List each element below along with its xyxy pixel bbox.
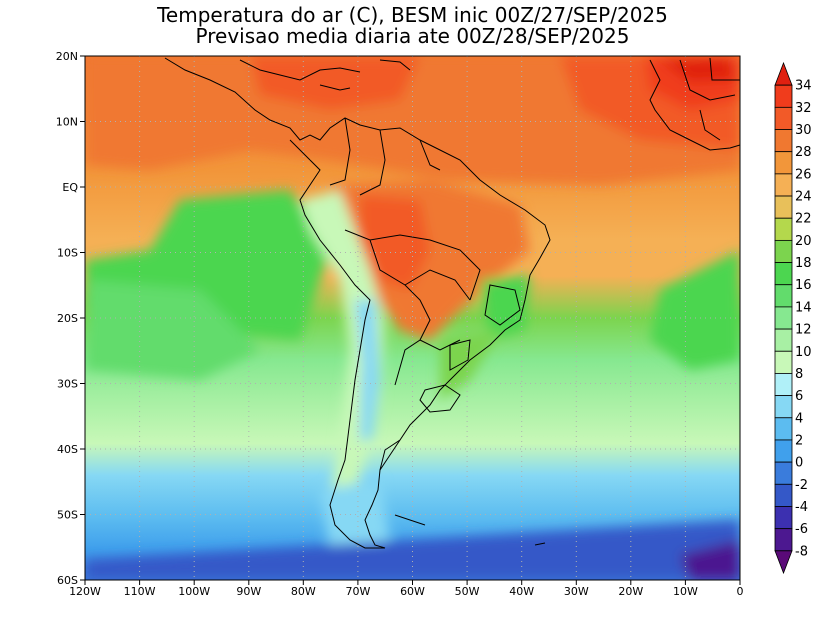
lon-label: 0 (737, 585, 744, 598)
colorbar-label: 20 (795, 234, 812, 249)
colorbar-label: 6 (795, 389, 803, 404)
colorbar-swatch (774, 151, 793, 175)
colorbar-label: 4 (795, 411, 803, 426)
colorbar-swatch (774, 550, 793, 575)
colorbar-swatch (774, 350, 793, 374)
temperature-field (85, 56, 740, 580)
chart-title: Temperatura do ar (C), BESM inic 00Z/27/… (157, 3, 668, 27)
lon-label: 10W (673, 585, 698, 598)
lon-label: 70W (345, 585, 370, 598)
colorbar-label: 24 (795, 190, 812, 205)
colorbar-swatch (774, 461, 793, 485)
lon-label: 100W (178, 585, 210, 598)
lon-label: 20W (618, 585, 643, 598)
colorbar-label: 2 (795, 433, 803, 448)
colorbar-swatch (774, 395, 793, 419)
colorbar-label: 34 (795, 79, 812, 94)
colorbar-label: -4 (795, 500, 808, 515)
colorbar-swatch (774, 61, 793, 86)
lon-label: 120W (69, 585, 101, 598)
colorbar-swatch (774, 262, 793, 286)
colorbar-swatch (774, 129, 793, 153)
lon-label: 50W (455, 585, 480, 598)
lat-label: 30S (57, 378, 78, 391)
colorbar-label: 22 (795, 212, 812, 227)
coastlines (164, 57, 740, 549)
colorbar-label: 8 (795, 367, 803, 382)
lat-label: 40S (57, 443, 78, 456)
colorbar-label: 26 (795, 167, 812, 182)
axis-ticks (80, 55, 741, 585)
colorbar-label: -8 (795, 544, 808, 559)
colorbar-label: -6 (795, 522, 808, 537)
colorbar-swatch (774, 439, 793, 463)
colorbar-swatch (774, 483, 793, 507)
colorbar-swatch (774, 373, 793, 397)
colorbar-label: 18 (795, 256, 812, 271)
lat-label: 50S (57, 509, 78, 522)
lat-label: 10S (57, 247, 78, 260)
lat-label: 10N (56, 116, 78, 129)
colorbar-swatch (774, 328, 793, 352)
lon-label: 90W (236, 585, 261, 598)
colorbar-label: 0 (795, 456, 803, 471)
colorbar-label: 12 (795, 323, 812, 338)
lat-label: EQ (62, 181, 78, 194)
lon-label: 110W (124, 585, 156, 598)
chart-subtitle: Previsao media diaria ate 00Z/28/SEP/202… (195, 24, 630, 48)
map-gridlines (85, 56, 740, 580)
lon-label: 40W (509, 585, 534, 598)
colorbar-swatch (774, 506, 793, 530)
colorbar-label: 10 (795, 345, 812, 360)
colorbar-label: 30 (795, 123, 812, 138)
lat-label: 20S (57, 312, 78, 325)
colorbar-swatch (774, 417, 793, 441)
colorbar-swatch (774, 106, 793, 130)
colorbar-label: 32 (795, 101, 812, 116)
colorbar-swatch (774, 217, 793, 241)
colorbar-label: 28 (795, 145, 812, 160)
colorbar-label: -2 (795, 478, 808, 493)
lon-label: 60W (400, 585, 425, 598)
colorbar-swatch (774, 528, 793, 552)
colorbar-swatch (774, 284, 793, 308)
lat-label: 60S (57, 574, 78, 587)
colorbar-swatch (774, 173, 793, 197)
lat-label: 20N (56, 50, 78, 63)
lon-label: 80W (291, 585, 316, 598)
colorbar-swatch (774, 306, 793, 330)
colorbar-swatch (774, 195, 793, 219)
colorbar-swatch (774, 84, 793, 108)
lon-label: 30W (564, 585, 589, 598)
colorbar-label: 16 (795, 278, 812, 293)
colorbar-label: 14 (795, 300, 812, 315)
colorbar-swatch (774, 239, 793, 263)
